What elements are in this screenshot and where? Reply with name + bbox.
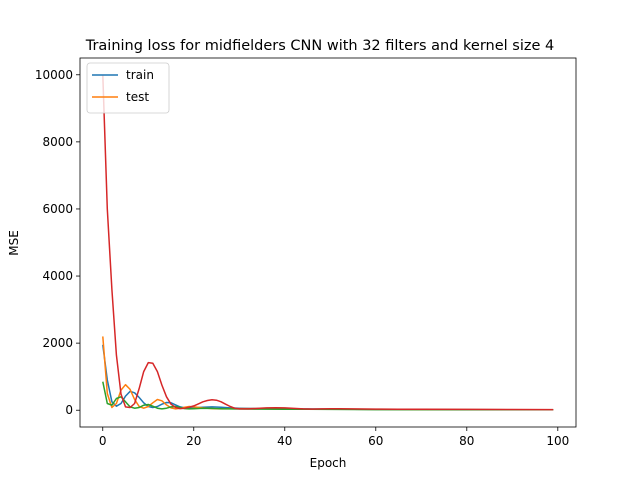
series-line-2: [102, 381, 554, 411]
legend-label-test: test: [126, 90, 149, 104]
chart-title: Training loss for midfielders CNN with 3…: [85, 38, 555, 54]
x-tick-label: 60: [368, 434, 383, 448]
y-tick-label: 10000: [35, 68, 73, 82]
y-axis: 0 2000 4000 6000 8000 10000: [35, 68, 80, 417]
y-tick-label: 2000: [42, 336, 73, 350]
x-tick-label: 20: [186, 434, 201, 448]
series-line-0: [102, 344, 554, 411]
y-axis-label: MSE: [7, 230, 21, 256]
x-axis: 0 20 40 60 80 100: [99, 427, 569, 448]
x-tick-label: 100: [546, 434, 569, 448]
plot-lines: [102, 74, 554, 411]
x-tick-label: 40: [277, 434, 292, 448]
x-tick-label: 0: [99, 434, 107, 448]
series-line-1: [102, 336, 554, 411]
legend: train test: [86, 62, 170, 114]
y-tick-label: 8000: [42, 135, 73, 149]
y-tick-label: 4000: [42, 269, 73, 283]
legend-label-train: train: [126, 68, 154, 82]
y-tick-label: 6000: [42, 202, 73, 216]
x-tick-label: 80: [459, 434, 474, 448]
series-line-3: [102, 74, 554, 411]
y-tick-label: 0: [65, 403, 73, 417]
x-axis-label: Epoch: [310, 456, 347, 470]
plot-frame: [79, 57, 577, 428]
